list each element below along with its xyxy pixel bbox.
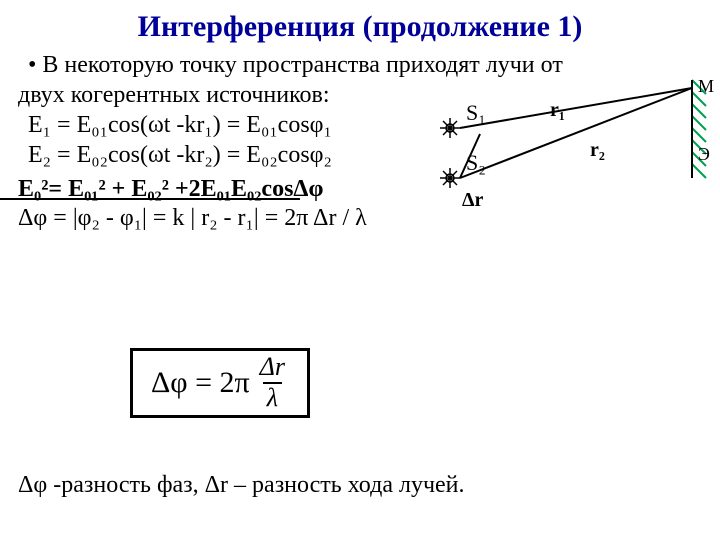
label-r1: r₁ — [550, 99, 565, 121]
label-dr: Δr — [462, 189, 484, 211]
ray-r2 — [460, 88, 692, 178]
slide-root: Интерференция (продолжение 1) В некотору… — [0, 0, 720, 540]
caption-definitions: Δφ -разность фаз, Δr – разность хода луч… — [18, 472, 465, 499]
source-s2-icon — [440, 168, 460, 188]
label-s1: S₁ — [466, 100, 486, 125]
label-e: Э — [698, 144, 710, 164]
source-s1-icon — [440, 118, 460, 138]
boxed-formula-content: Δφ = 2π Δr λ — [151, 353, 289, 412]
label-m: M — [698, 78, 714, 96]
formula-num: Δr — [256, 353, 289, 382]
intro-line-1: В некоторую точку пространства приходят … — [18, 50, 720, 80]
boxed-formula: Δφ = 2π Δr λ — [130, 348, 310, 418]
label-s2: S₂ — [466, 150, 486, 175]
formula-fraction: Δr λ — [256, 353, 289, 412]
formula-left: Δφ = 2π — [151, 366, 250, 400]
formula-den: λ — [263, 382, 282, 413]
ray-diagram: S₁ S₂ r₁ r₂ Δr M Э — [420, 78, 715, 218]
label-r2: r₂ — [590, 139, 605, 161]
underline-divider — [0, 198, 300, 200]
ray-r1 — [460, 88, 692, 128]
slide-title: Интерференция (продолжение 1) — [0, 0, 720, 44]
